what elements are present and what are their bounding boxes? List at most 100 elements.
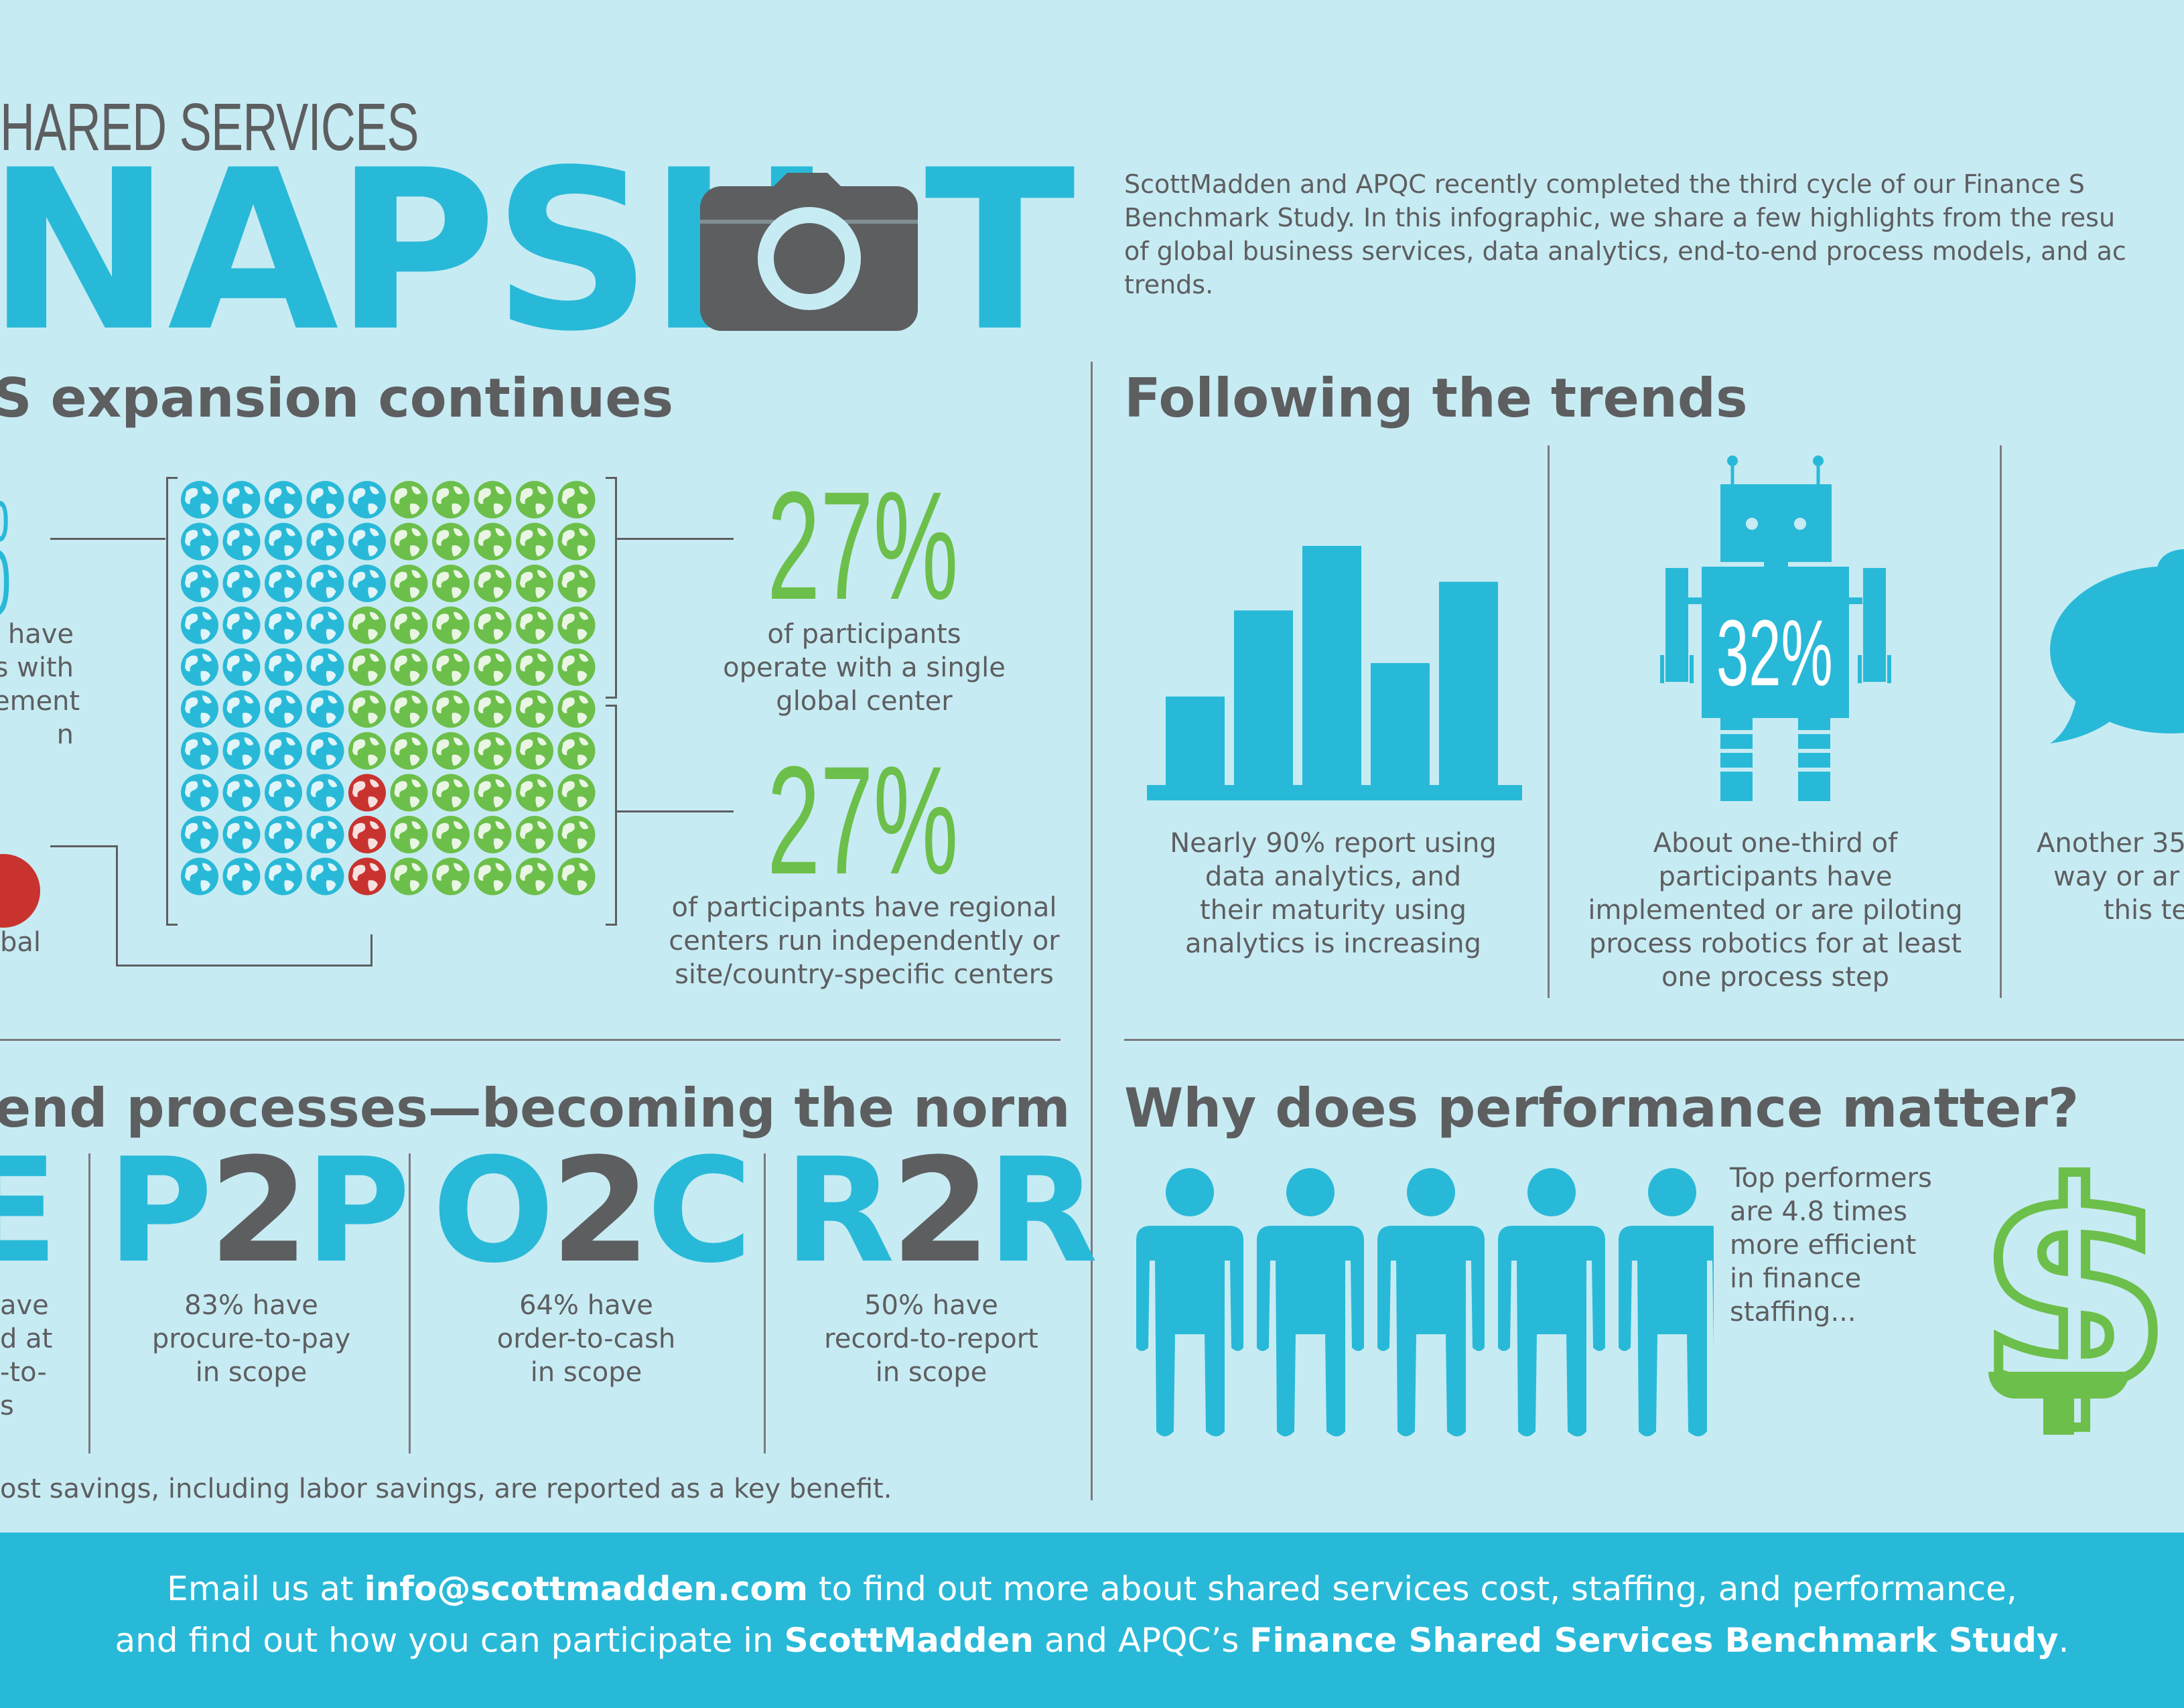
globe-icon [432,648,470,686]
globe-icon [222,522,261,561]
left-red-globe-partial [0,854,40,928]
globe-icon [306,732,344,770]
globe-icon [516,732,553,770]
stat1-pct: 27% [767,459,959,632]
process-r2r-char: 2 [890,1127,992,1295]
left-stat-line: s with [0,652,74,683]
globe-icon [557,522,596,561]
connector-line [616,810,734,812]
analytics-line: their maturity using [1199,895,1467,926]
speech-bubble-icon [2050,549,2184,743]
globe-icon [348,522,386,561]
globe-icon [474,774,512,812]
globe-icon [432,732,470,770]
dollar-fill-stem [2043,1393,2074,1435]
performance-line: in finance [1730,1263,1862,1294]
globe-icon [557,732,596,770]
third-trend-text: Another 35 way or ar this te [2017,827,2184,927]
globe-icon [181,774,218,812]
globe-icon [306,481,344,518]
stat1-line: global center [776,686,953,717]
expansion-heading: S expansion continues [0,367,674,429]
kicker-title: HARED SERVICES [0,90,419,165]
snapshot-title-right: T [925,123,1075,380]
grid-bracket-right-top [606,477,617,699]
globe-icon [516,774,553,812]
connector-line [116,965,372,967]
person-icon [1498,1168,1605,1437]
globe-icon [432,606,470,644]
performance-heading: Why does performance matter? [1124,1077,2079,1139]
footer-study-name: Finance Shared Services Benchmark Study [1249,1621,2059,1660]
globe-icon [390,857,428,896]
globe-icon [222,606,261,644]
globe-icon [181,522,218,561]
globe-icon [306,774,344,812]
globe-icon [222,481,261,518]
globe-icon [557,857,596,896]
globe-icon [390,816,428,853]
globe-icon [348,690,386,728]
globe-icon [222,565,261,602]
processes-heading: end processes—becoming the norm [0,1077,1071,1139]
globe-icon [474,481,512,518]
snapshot-title-left: NAPSH [0,123,833,380]
process-divider [764,1153,766,1453]
globe-icon [557,481,596,518]
connector-line [50,845,117,847]
footer-line-2: and find out how you can participate in … [0,1621,2184,1660]
globe-icon [348,565,386,602]
globe-icon [474,690,512,728]
globe-icon [181,857,218,896]
footer-email-link[interactable]: info@scottmadden.com [364,1569,808,1608]
process-left-line: ave [0,1290,49,1321]
globe-icon [181,565,218,602]
stat2-line: centers run independently or [669,926,1060,956]
bar-chart-bar [1302,546,1361,785]
performance-line: more efficient [1730,1230,1917,1261]
process-o2c-char: 2 [550,1127,651,1295]
trends-divider [1548,445,1550,998]
process-left-line: d at [0,1324,53,1354]
globe-icon [516,606,553,644]
globe-icon [557,774,596,812]
globe-icon [181,816,218,853]
process-p2p-line: procure-to-pay [151,1324,351,1354]
globe-icon [348,606,386,644]
globe-icon [265,690,302,728]
process-left-line: -to- [0,1357,47,1388]
globe-icon [390,648,428,686]
globe-icon [474,857,512,896]
robot-icon [1660,455,1891,801]
footer-text: Email us at [167,1569,364,1608]
globe-icon [474,648,512,686]
robotics-line: one process step [1661,962,1890,993]
globe-icon [474,606,512,644]
person-icon [1136,1168,1243,1437]
globe-icon [222,857,261,896]
globe-icon [516,816,553,853]
analytics-text: Nearly 90% report using data analytics, … [1139,827,1527,960]
globe-icon [265,774,302,812]
bar-chart-bar [1371,662,1430,785]
process-r2r-text: 50% have record-to-report in scope [791,1289,1072,1389]
globe-icon [432,522,470,561]
globe-icon [222,732,261,770]
stat2-line: site/country-specific centers [675,959,1054,990]
globe-icon [516,565,553,602]
globe-icon [474,522,512,561]
connector-line [616,538,734,540]
third-trend-line: this te [2104,895,2184,926]
grid-bracket-right-bottom [606,705,617,926]
globe-icon [432,816,470,853]
intro-line: ScottMadden and APQC recently completed … [1124,169,2085,199]
performance-line: staffing... [1730,1297,1856,1328]
stat2-text: of participants have regional centers ru… [643,891,1085,991]
left-stat-line: have [7,619,74,650]
process-r2r-char: R [987,1127,1098,1295]
globe-icon [516,522,553,561]
process-p2p-char: 2 [208,1127,310,1295]
globe-icon [474,732,512,770]
globe-icon [265,857,302,896]
footer-text: to find out more about shared services c… [807,1569,2017,1608]
